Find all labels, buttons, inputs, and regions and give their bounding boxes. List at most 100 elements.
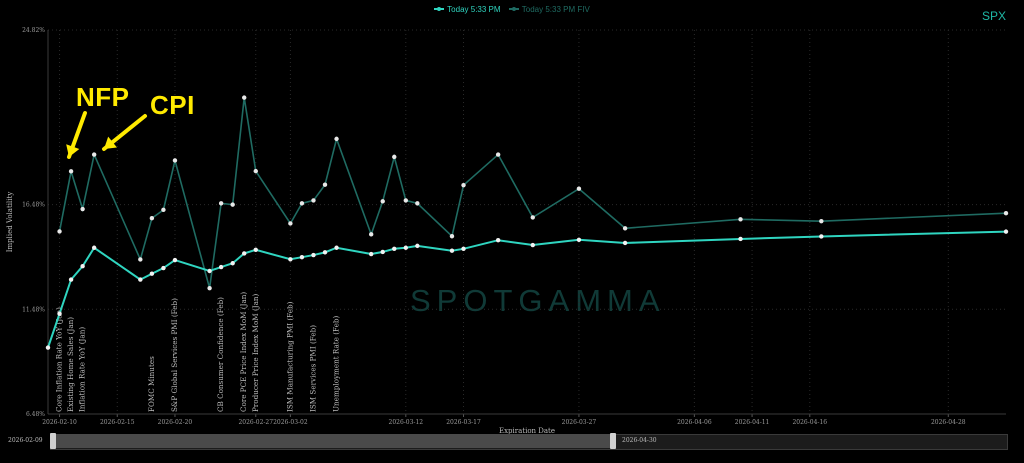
data-point: [334, 136, 339, 142]
slider-end-label: 2026-04-30: [622, 437, 657, 444]
y-tick-label: 6.48%: [26, 411, 45, 418]
data-point: [495, 238, 501, 243]
data-point: [819, 218, 824, 224]
x-tick-label: 2026-02-20: [158, 419, 193, 426]
event-label: Existing Home Sales (Jan): [66, 317, 75, 412]
data-point: [392, 154, 397, 160]
data-point: [403, 245, 409, 250]
data-point: [449, 248, 455, 253]
data-point: [218, 201, 224, 206]
y-tick-label: 24.82%: [22, 27, 45, 34]
data-point: [138, 257, 143, 262]
legend-swatch-icon: [434, 7, 445, 11]
data-point: [207, 268, 212, 274]
event-label: Core PCE Price Index MoM (Jan): [239, 292, 248, 412]
data-point: [622, 240, 628, 246]
data-point: [403, 198, 409, 203]
slider-start-label: 2026-02-09: [8, 437, 43, 444]
data-point: [57, 229, 62, 234]
ticker-symbol: SPX: [981, 9, 1006, 23]
x-tick-label: 2026-04-28: [931, 419, 966, 426]
data-point: [380, 199, 385, 204]
data-point: [461, 246, 466, 252]
data-point: [1003, 229, 1009, 234]
series-line: [58, 97, 1007, 289]
data-point: [819, 234, 824, 239]
data-point: [242, 95, 247, 100]
event-label: Inflation Rate YoY (Jan): [78, 327, 87, 412]
data-point: [299, 201, 305, 206]
data-point: [622, 226, 628, 231]
y-tick-label: 11.48%: [22, 306, 45, 313]
data-point: [80, 263, 85, 269]
data-point: [172, 257, 178, 263]
event-label: ISM Services PMI (Feb): [308, 325, 317, 412]
slider-left-handle[interactable]: [50, 433, 56, 449]
event-label: ISM Manufacturing PMI (Feb): [285, 301, 294, 412]
data-point: [242, 251, 247, 256]
x-tick-label: 2026-04-16: [792, 419, 827, 426]
data-point: [311, 198, 316, 203]
annotation-nfp: NFP: [76, 82, 130, 112]
data-point: [288, 221, 293, 226]
event-label: Core Inflation Rate YoY (Jan): [55, 307, 64, 412]
x-tick-label: 2026-03-02: [273, 419, 308, 426]
legend-swatch-icon: [508, 7, 519, 11]
data-point: [218, 264, 224, 270]
date-range-slider[interactable]: 2026-02-09 2026-04-30: [0, 433, 1024, 451]
legend-label: Today 5:33 PM: [447, 4, 501, 14]
x-tick-label: 2026-04-06: [677, 419, 712, 426]
data-point: [161, 207, 166, 213]
data-point: [334, 245, 339, 250]
slider-right-handle[interactable]: [610, 433, 616, 449]
event-label: Producer Price Index MoM (Jan): [251, 293, 260, 412]
data-point: [322, 250, 328, 255]
event-label: Unemployment Rate (Feb): [332, 316, 341, 412]
data-point: [138, 277, 143, 282]
data-point: [495, 152, 501, 157]
event-label: S&P Global Services PMI (Feb): [170, 298, 179, 412]
data-point: [68, 277, 74, 282]
data-point: [368, 251, 374, 257]
legend-label: Today 5:33 PM FIV: [521, 4, 590, 14]
nfp-arrow-icon-head: [66, 144, 80, 157]
slider-selected-range[interactable]: [55, 434, 612, 448]
data-point: [288, 257, 293, 262]
x-tick-label: 2026-04-11: [735, 419, 770, 426]
data-point: [368, 232, 374, 237]
data-point: [91, 152, 97, 157]
data-point: [392, 246, 397, 252]
cpi-arrow-icon-head: [104, 136, 117, 149]
data-point: [253, 168, 258, 174]
legend-item-fiv[interactable]: Today 5:33 PM FIV: [508, 4, 590, 14]
data-point: [207, 285, 212, 291]
data-point: [738, 236, 743, 242]
data-point: [45, 345, 51, 350]
data-point: [161, 265, 166, 271]
data-point: [253, 247, 258, 253]
data-point: [80, 206, 85, 212]
x-tick-label: 2026-02-15: [100, 419, 135, 426]
x-tick-label: 2026-03-17: [446, 419, 481, 426]
x-tick-label: 2026-02-27: [238, 419, 273, 426]
event-label: FOMC Minutes: [147, 356, 156, 412]
x-axis-title: Expiration Date: [499, 427, 555, 435]
data-point: [311, 252, 316, 258]
data-point: [530, 215, 535, 220]
legend-item-today[interactable]: Today 5:33 PM: [434, 4, 501, 14]
data-point: [530, 242, 535, 248]
y-axis-title: Implied Volatility: [6, 192, 14, 253]
x-tick-label: 2026-03-12: [389, 419, 424, 426]
annotation-cpi: CPI: [150, 90, 195, 120]
data-point: [68, 169, 74, 174]
data-point: [1003, 211, 1009, 216]
y-tick-label: 16.48%: [22, 202, 45, 209]
data-point: [576, 237, 582, 242]
data-point: [415, 243, 420, 249]
series-line: [47, 230, 1007, 348]
data-point: [57, 311, 62, 316]
x-tick-label: 2026-02-10: [42, 419, 77, 426]
data-point: [149, 216, 155, 221]
data-point: [149, 271, 155, 276]
data-point: [230, 202, 235, 207]
